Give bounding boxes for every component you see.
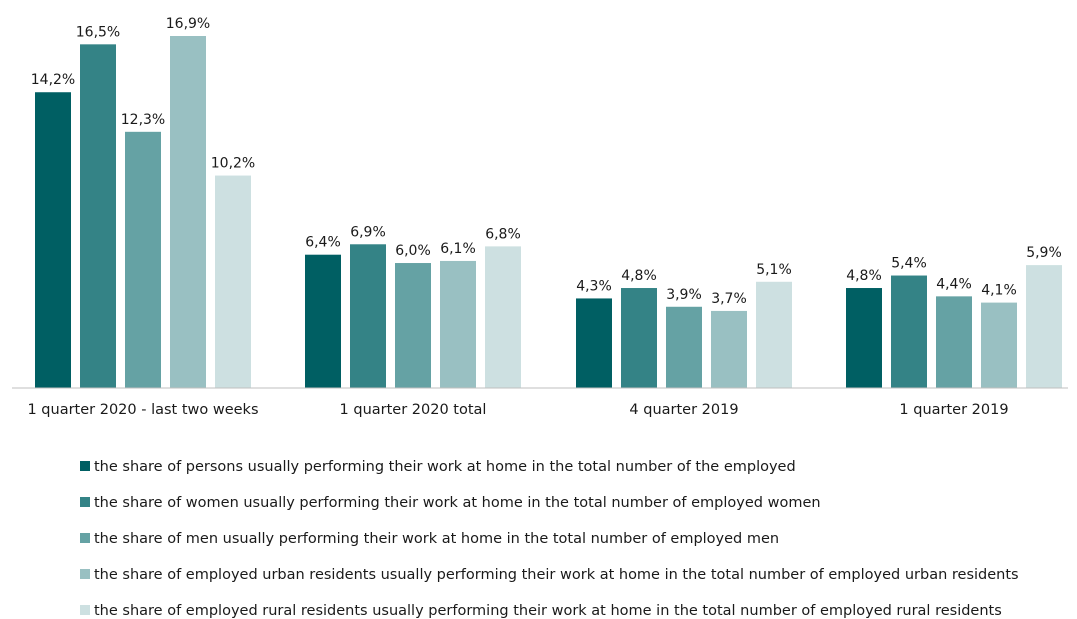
legend-label: the share of men usually performing thei… xyxy=(94,531,779,547)
bar-value-label: 6,9% xyxy=(350,224,386,240)
bar-1-1 xyxy=(35,92,71,388)
bar-value-label: 5,4% xyxy=(891,256,927,272)
bar-1-3 xyxy=(125,131,161,388)
legend-swatch xyxy=(80,461,90,471)
bar-value-label: 16,5% xyxy=(76,24,120,40)
bar-4-1 xyxy=(846,288,882,388)
legend: the share of persons usually performing … xyxy=(80,459,1019,619)
bar-4-2 xyxy=(891,275,927,388)
legend-swatch xyxy=(80,533,90,543)
bar-3-2 xyxy=(621,288,657,388)
bar-value-label: 12,3% xyxy=(121,112,165,128)
bar-value-label: 4,4% xyxy=(936,276,972,292)
bar-1-2 xyxy=(80,44,116,388)
bar-value-label: 4,8% xyxy=(621,268,657,284)
legend-swatch xyxy=(80,497,90,507)
bar-value-label: 14,2% xyxy=(31,72,75,88)
legend-swatch xyxy=(80,569,90,579)
legend-label: the share of women usually performing th… xyxy=(94,495,821,511)
category-label: 1 quarter 2019 xyxy=(899,402,1008,418)
bar-2-2 xyxy=(350,244,386,388)
bar-3-5 xyxy=(756,281,792,388)
bar-value-label: 10,2% xyxy=(211,156,255,172)
bar-1-4 xyxy=(170,36,206,388)
bar-value-label: 6,0% xyxy=(395,243,431,259)
bar-4-5 xyxy=(1026,265,1062,388)
bar-4-3 xyxy=(936,296,972,388)
bar-value-label: 5,1% xyxy=(756,262,792,278)
legend-label: the share of persons usually performing … xyxy=(94,459,796,475)
category-label: 4 quarter 2019 xyxy=(629,402,738,418)
category-labels: 1 quarter 2020 - last two weeks 1 quarter… xyxy=(27,402,1008,418)
bar-2-3 xyxy=(395,263,431,388)
bar-2-5 xyxy=(485,246,521,388)
legend-label: the share of employed urban residents us… xyxy=(94,567,1019,583)
bars-layer: 14,2% 16,5% 12,3% 16,9% 10,2% 6,4% 6,9% 6,0% 6,1… xyxy=(31,16,1062,388)
bar-3-4 xyxy=(711,310,747,388)
bar-value-label: 3,7% xyxy=(711,291,747,307)
category-label: 1 quarter 2020 - last two weeks xyxy=(27,402,258,418)
bar-2-1 xyxy=(305,254,341,388)
category-label: 1 quarter 2020 total xyxy=(340,402,487,418)
bar-4-4 xyxy=(981,302,1017,388)
bar-3-3 xyxy=(666,306,702,388)
bar-value-label: 6,4% xyxy=(305,235,341,251)
bar-value-label: 5,9% xyxy=(1026,245,1062,261)
bar-value-label: 4,3% xyxy=(576,278,612,294)
bar-value-label: 4,1% xyxy=(981,283,1017,299)
bar-value-label: 3,9% xyxy=(666,287,702,303)
bar-1-5 xyxy=(215,175,251,388)
legend-label: the share of employed rural residents us… xyxy=(94,603,1002,619)
bar-value-label: 16,9% xyxy=(166,16,210,32)
bar-2-4 xyxy=(440,260,476,388)
bar-value-label: 6,8% xyxy=(485,226,521,242)
legend-swatch xyxy=(80,605,90,615)
bar-3-1 xyxy=(576,298,612,388)
bar-value-label: 6,1% xyxy=(440,241,476,257)
bar-value-label: 4,8% xyxy=(846,268,882,284)
